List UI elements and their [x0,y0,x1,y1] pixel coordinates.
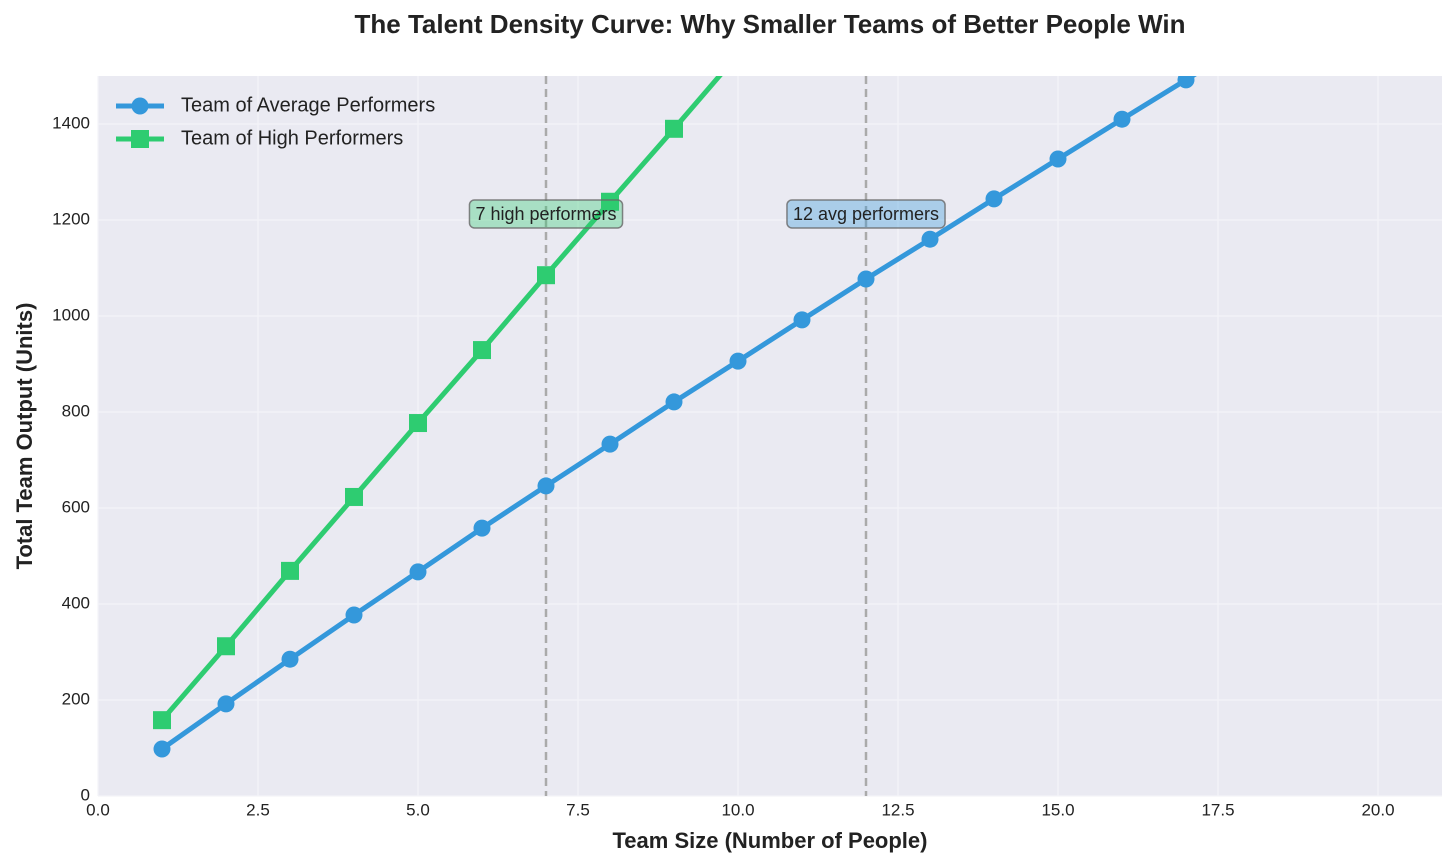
plot-area [98,76,1442,796]
point [537,266,555,285]
y-tick-label: 1000 [52,305,90,324]
point [601,435,619,453]
x-axis-label: Team Size (Number of People) [613,828,928,853]
x-tick-label: 5.0 [406,800,430,819]
y-tick-label: 1200 [52,209,90,228]
x-tick-label: 10.0 [721,800,754,819]
annotation-box [786,199,946,229]
x-tick-label: 12.5 [881,800,914,819]
y-tick-label: 0 [81,785,90,804]
point [473,519,491,537]
point [345,606,363,624]
point [537,477,555,495]
y-tick-label: 1400 [52,113,90,132]
point [281,650,299,668]
point [1242,32,1259,49]
series-line [160,76,723,722]
y-axis-label: Total Team Output (Units) [12,303,37,570]
y-tick-label: 800 [62,401,90,420]
point [409,414,427,433]
plot-series [153,32,1259,758]
x-tick-label: 17.5 [1201,800,1234,819]
point [217,695,235,713]
point [857,270,875,288]
series-line [160,76,1197,752]
x-tick-label: 2.5 [246,800,270,819]
point [345,487,363,506]
annotation-text: 12 avg performers [793,204,939,224]
point [1177,76,1195,89]
x-tick-label: 20.0 [1361,800,1394,819]
point [729,45,747,63]
point [1113,110,1131,128]
x-tick-label: 15.0 [1041,800,1074,819]
chart-title: The Talent Density Curve: Why Smaller Te… [355,9,1186,39]
point [601,192,619,211]
legend-label: Team of High Performers [181,127,403,149]
point [985,190,1003,208]
legend-marker [131,97,149,115]
point [473,341,491,360]
point [217,637,235,656]
point [409,563,427,581]
point [153,711,171,730]
point [665,119,683,138]
point [281,561,299,580]
point [153,740,171,758]
point [793,311,811,329]
legend-label: Team of Average Performers [181,94,435,116]
point [1049,150,1067,168]
point [665,393,683,411]
annotation-box [468,199,624,229]
legend-marker [131,130,149,148]
annotation-text: 7 high performers [475,204,616,224]
point [921,230,939,248]
y-tick-label: 200 [62,689,90,708]
y-tick-label: 400 [62,593,90,612]
y-tick-label: 600 [62,497,90,516]
x-tick-label: 0.0 [86,800,110,819]
x-tick-label: 7.5 [566,800,590,819]
point [729,352,747,370]
